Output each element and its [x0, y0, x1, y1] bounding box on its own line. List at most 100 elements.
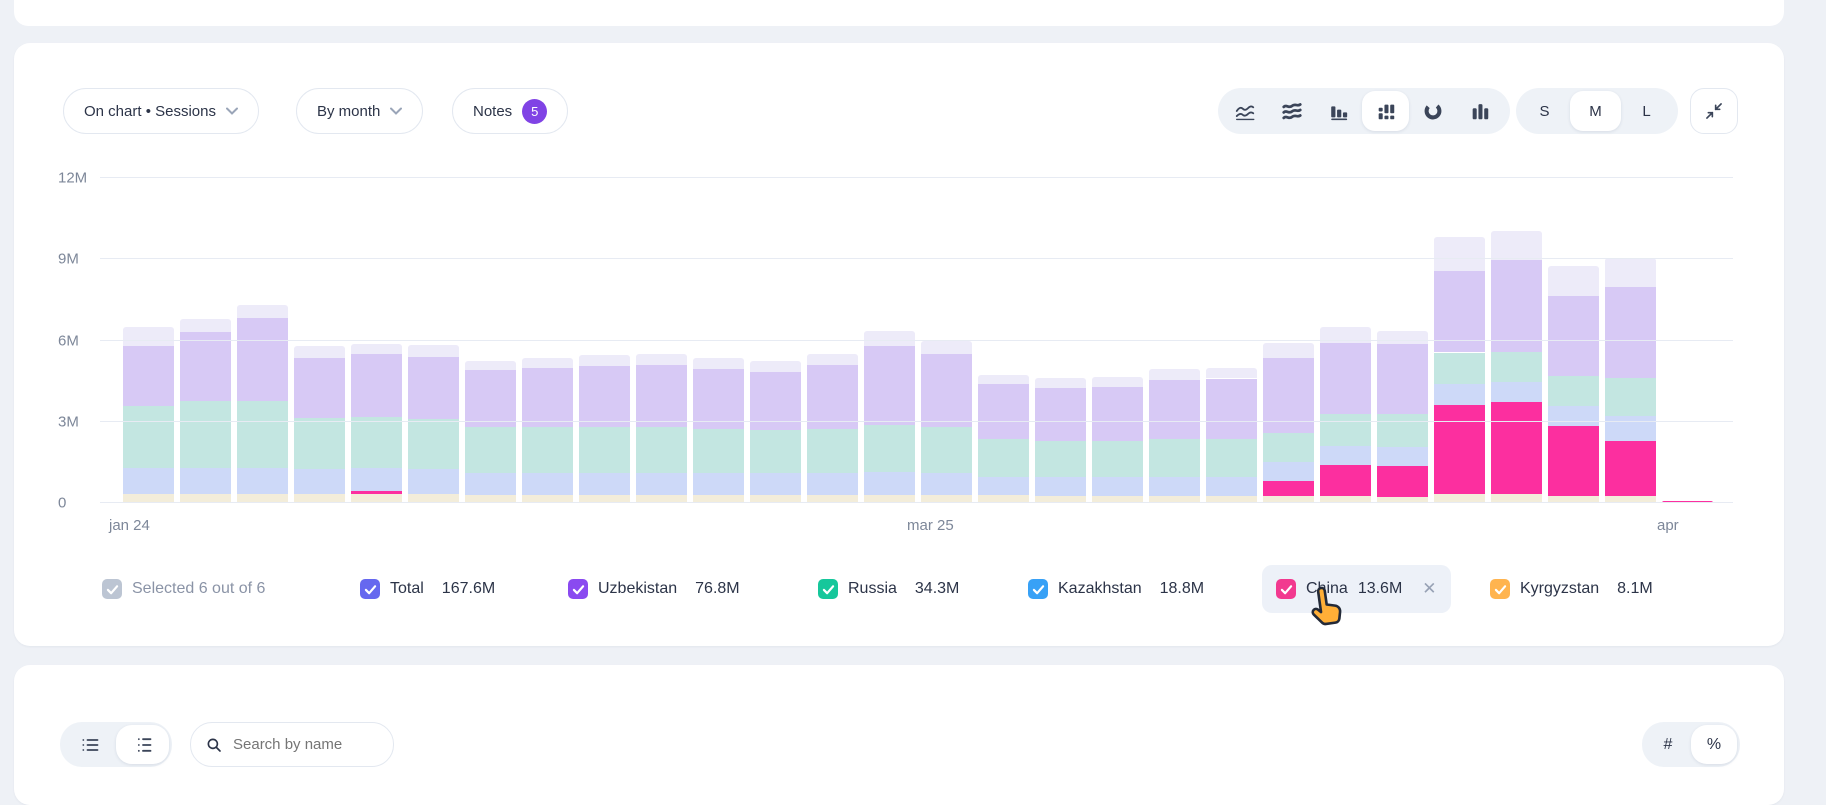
bar-segment-russia: [351, 416, 402, 469]
bar-jun-25[interactable]: [1092, 178, 1143, 503]
uzbekistan-checkbox[interactable]: [568, 579, 588, 599]
bar-sep-25[interactable]: [1263, 178, 1314, 503]
column-chart-icon[interactable]: [1456, 91, 1503, 131]
bar-segment-uzbekistan: [693, 368, 744, 429]
notes-button[interactable]: Notes 5: [452, 88, 569, 134]
table-toolbar-card: # %: [14, 665, 1784, 805]
bar-apr-24[interactable]: [294, 178, 345, 503]
bar-segment-russia: [465, 427, 516, 474]
kyrgyzstan-checkbox[interactable]: [1490, 579, 1510, 599]
bar-aug-24[interactable]: [522, 178, 573, 503]
y-tick-label: 0: [58, 494, 67, 512]
size-option-s[interactable]: S: [1539, 102, 1550, 120]
donut-chart-icon[interactable]: [1409, 91, 1456, 131]
bar-segment-russia: [750, 429, 801, 474]
remove-china-icon[interactable]: ✕: [1422, 579, 1437, 598]
bar-feb-26[interactable]: [1548, 178, 1599, 503]
china-checkbox[interactable]: [1276, 579, 1296, 599]
legend-item-china[interactable]: China 13.6M ✕: [1262, 565, 1451, 613]
russia-checkbox[interactable]: [818, 579, 838, 599]
metric-dropdown-button[interactable]: On chart • Sessions: [63, 88, 259, 134]
bar-mar-24[interactable]: [237, 178, 288, 503]
bar-apr-25[interactable]: [978, 178, 1029, 503]
bar-segment-kazakhstan: [351, 468, 402, 492]
bar-segment-china: [1320, 465, 1371, 497]
bar-segment-kazakhstan: [465, 473, 516, 495]
bar-nov-24[interactable]: [693, 178, 744, 503]
bar-segment-kyrgyzstan: [465, 494, 516, 503]
bar-segment-kyrgyzstan: [1377, 497, 1428, 503]
bar-may-24[interactable]: [351, 178, 402, 503]
stacked-column-chart-icon[interactable]: [1362, 91, 1409, 131]
collapse-chart-button[interactable]: [1690, 88, 1738, 134]
bar-apr-26[interactable]: [1662, 178, 1713, 503]
search-input[interactable]: [233, 736, 373, 753]
bar-dec-25[interactable]: [1434, 178, 1485, 503]
bar-sep-24[interactable]: [579, 178, 630, 503]
legend-item-kyrgyzstan[interactable]: Kyrgyzstan 8.1M: [1490, 567, 1653, 611]
bar-dec-24[interactable]: [750, 178, 801, 503]
absolute-values-toggle[interactable]: #: [1663, 735, 1673, 753]
bar-segment-kazakhstan: [123, 467, 174, 494]
bar-jul-24[interactable]: [465, 178, 516, 503]
size-option-m[interactable]: M: [1570, 91, 1621, 131]
bar-mar-25[interactable]: [921, 178, 972, 503]
bar-segment-russia: [978, 438, 1029, 477]
grouped-list-icon[interactable]: [116, 725, 169, 764]
legend-item-uzbekistan[interactable]: Uzbekistan 76.8M: [568, 567, 740, 611]
bar-segment-other: [1149, 369, 1200, 380]
bar-may-25[interactable]: [1035, 178, 1086, 503]
gridline-0: [100, 502, 1733, 503]
select-all-checkbox[interactable]: [102, 579, 122, 599]
granularity-dropdown-button[interactable]: By month: [296, 88, 424, 134]
previous-card-edge: [14, 0, 1784, 26]
bar-nov-25[interactable]: [1377, 178, 1428, 503]
bar-jan-26[interactable]: [1491, 178, 1542, 503]
bar-segment-kazakhstan: [180, 467, 231, 494]
bar-jun-24[interactable]: [408, 178, 459, 503]
kazakhstan-checkbox[interactable]: [1028, 579, 1048, 599]
legend-item-kazakhstan[interactable]: Kazakhstan 18.8M: [1028, 567, 1204, 611]
bar-segment-other: [921, 340, 972, 354]
search-box[interactable]: [190, 722, 394, 767]
line-chart-icon[interactable]: [1221, 91, 1268, 131]
bar-jan-24[interactable]: [123, 178, 174, 503]
bar-segment-uzbekistan: [864, 346, 915, 425]
total-checkbox[interactable]: [360, 579, 380, 599]
bar-segment-kazakhstan: [1206, 477, 1257, 497]
flat-list-icon[interactable]: [63, 725, 116, 764]
bar-segment-uzbekistan: [978, 384, 1029, 439]
bar-segment-other: [1320, 326, 1371, 344]
bar-segment-uzbekistan: [1092, 386, 1143, 441]
descending-bar-chart-icon[interactable]: [1315, 91, 1362, 131]
bar-mar-26[interactable]: [1605, 178, 1656, 503]
legend-value-kazakhstan: 18.8M: [1159, 580, 1205, 597]
bar-oct-25[interactable]: [1320, 178, 1371, 503]
bar-segment-kyrgyzstan: [579, 494, 630, 503]
bar-jan-25[interactable]: [807, 178, 858, 503]
bar-segment-other: [1605, 257, 1656, 287]
percent-values-toggle[interactable]: %: [1691, 725, 1737, 764]
bar-feb-24[interactable]: [180, 178, 231, 503]
legend-item-russia[interactable]: Russia 34.3M: [818, 567, 959, 611]
size-option-l[interactable]: L: [1642, 102, 1651, 120]
stacked-area-chart-icon[interactable]: [1268, 91, 1315, 131]
bar-segment-kyrgyzstan: [1548, 496, 1599, 503]
bar-segment-uzbekistan: [807, 364, 858, 429]
bar-aug-25[interactable]: [1206, 178, 1257, 503]
bar-segment-uzbekistan: [921, 354, 972, 428]
bar-segment-uzbekistan: [465, 370, 516, 428]
bar-segment-kyrgyzstan: [1035, 496, 1086, 503]
metric-dropdown-label: On chart • Sessions: [84, 102, 216, 120]
legend-value-total: 167.6M: [441, 580, 496, 597]
bar-segment-kyrgyzstan: [123, 493, 174, 503]
legend-select-all[interactable]: Selected 6 out of 6: [102, 567, 265, 611]
bar-jul-25[interactable]: [1149, 178, 1200, 503]
bar-segment-russia: [693, 428, 744, 474]
bar-segment-uzbekistan: [1377, 344, 1428, 415]
legend-item-total[interactable]: Total 167.6M: [360, 567, 495, 611]
bar-segment-uzbekistan: [1548, 295, 1599, 376]
bar-segment-china: [1491, 402, 1542, 495]
bar-oct-24[interactable]: [636, 178, 687, 503]
bar-feb-25[interactable]: [864, 178, 915, 503]
